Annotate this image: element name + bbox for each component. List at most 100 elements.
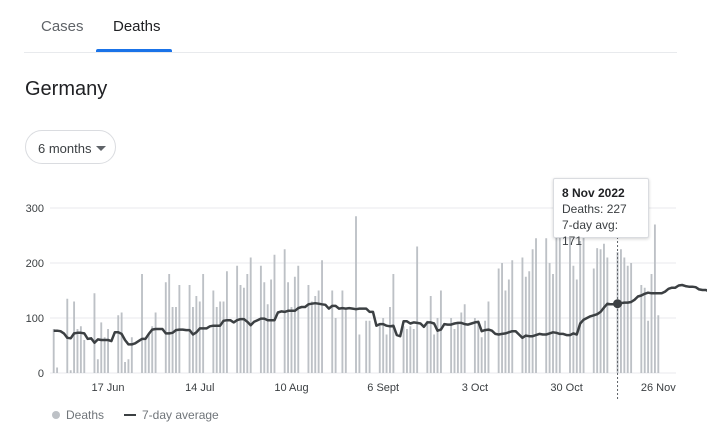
dropdown-arrow-icon [96,146,106,151]
deaths-bar [412,329,415,373]
deaths-bar [127,359,130,373]
tooltip-average: 7-day avg: 171 [562,218,619,248]
deaths-bar [501,263,503,373]
deaths-bar [555,227,558,373]
deaths-bar [409,326,412,373]
deaths-bar [144,340,147,373]
deaths-bar [355,216,357,373]
legend-average: 7-day average [124,408,219,422]
deaths-bar [164,282,167,373]
deaths-bar [107,329,109,373]
deaths-bar [239,285,242,373]
deaths-bar [100,322,103,373]
deaths-bar [575,279,578,373]
deaths-bar [365,320,368,373]
deaths-bar [558,227,561,373]
deaths-bar [225,271,228,373]
deaths-bar [385,334,388,373]
deaths-bar [175,307,177,373]
deaths-bar [592,268,595,373]
y-tick-label: 0 [38,368,44,380]
legend-deaths-label: Deaths [66,408,105,422]
deaths-bar [436,318,439,373]
deaths-bar [473,318,476,373]
deaths-bar [96,359,99,373]
deaths-bar [358,334,361,373]
deaths-bar [582,235,585,373]
deaths-bar [450,318,453,373]
deaths-bar [389,307,391,373]
deaths-bar [406,329,408,373]
deaths-bar [52,329,55,373]
deaths-bar [273,254,276,373]
x-tick-label: 17 Jun [92,382,125,394]
deaths-bar [195,296,198,373]
deaths-bar [202,274,205,373]
deaths-bar [382,318,385,373]
tooltip-deaths: Deaths: 227 [562,202,627,216]
deaths-bar [168,274,171,373]
deaths-bar [317,290,320,373]
x-tick-label: 3 Oct [462,382,488,394]
deaths-bar [643,287,646,373]
deaths-bar [56,367,59,373]
average-line [53,283,707,346]
deaths-bar [297,265,300,373]
deaths-bar [429,296,432,373]
data-tooltip: 8 Nov 2022 Deaths: 227 7-day avg: 171 [553,178,649,248]
deaths-bar [647,320,650,373]
deaths-bar [117,315,120,373]
deaths-bar [331,290,334,373]
time-range-label: 6 months [38,141,92,156]
deaths-bar [653,224,656,373]
deaths-bar [426,320,429,373]
x-tick-label: 30 Oct [550,382,582,394]
deaths-bar [378,323,381,373]
deaths-bar [219,301,222,373]
deaths-bar [433,334,436,373]
deaths-bar [93,293,96,373]
deaths-bar [368,320,371,373]
deaths-bar [314,296,317,373]
legend-deaths: Deaths [52,408,104,422]
deaths-bar [456,323,459,373]
x-tick-label: 6 Sept [367,382,399,394]
deaths-bar [147,334,150,373]
y-tick-label: 200 [26,258,44,270]
deaths-bar [192,307,194,373]
deaths-bar [460,312,463,373]
deaths-bar [287,282,290,373]
deaths-bar [154,312,157,373]
deaths-bar [504,290,507,373]
deaths-bar [334,318,337,373]
deaths-chart[interactable]: 0 100 200 300 17 Jun 14 Jul 10 Aug 6 Sept 3 Oct 3… [0,175,707,400]
deaths-bar [552,274,554,373]
deaths-bar [480,337,483,373]
tab-deaths[interactable]: Deaths [113,18,161,35]
time-range-dropdown[interactable]: 6 months [25,130,116,164]
deaths-bar [151,326,154,373]
hover-point [613,299,623,309]
deaths-bar [528,271,531,373]
y-tick-label: 300 [26,203,44,215]
deaths-bar [623,257,626,373]
tab-cases[interactable]: Cases [41,18,84,35]
line-icon [124,413,136,416]
deaths-bar [290,307,293,373]
deaths-bar [69,370,72,373]
deaths-bar [212,290,215,373]
deaths-bar [416,246,419,373]
deaths-bar [545,238,548,373]
deaths-bar [266,304,269,373]
metric-tabs: Cases Deaths [24,0,677,53]
deaths-bar [171,307,174,373]
deaths-bar [341,290,344,373]
deaths-bar [616,252,619,373]
tooltip-date: 8 Nov 2022 [562,186,625,200]
deaths-bar [657,315,660,373]
deaths-bar [76,329,79,373]
deaths-bar [307,285,310,373]
deaths-bar [103,337,106,373]
deaths-bar [521,257,524,373]
deaths-bar [487,301,490,373]
